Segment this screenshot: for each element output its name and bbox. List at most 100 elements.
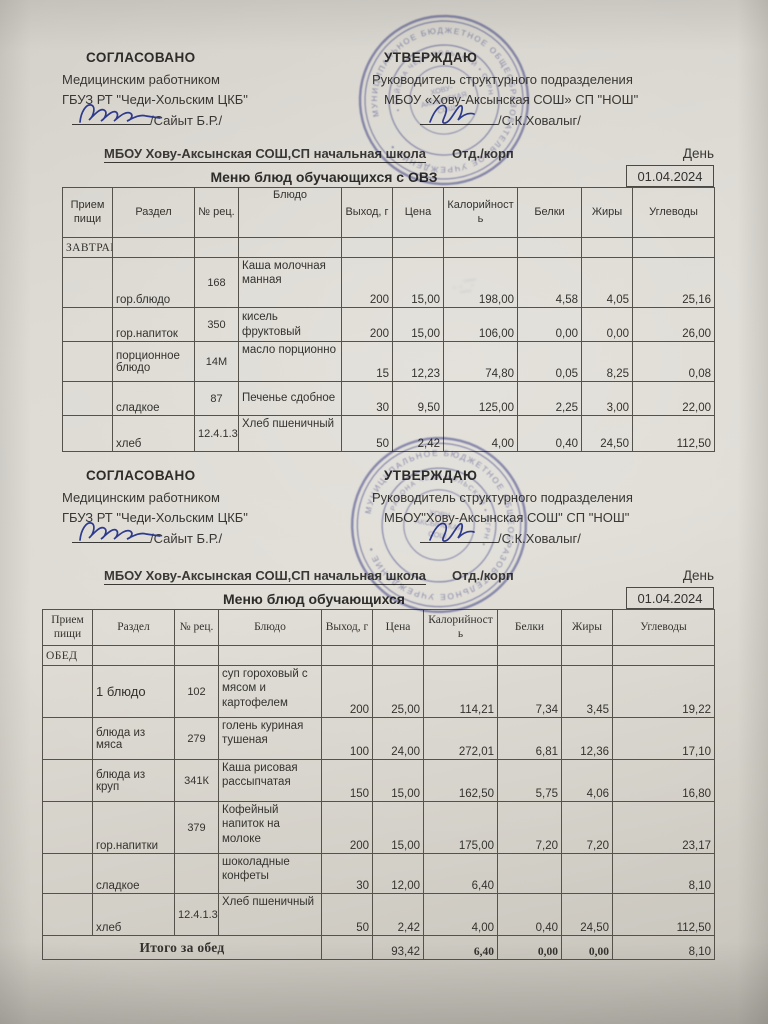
col-header: Жиры [581, 187, 633, 238]
razdel-cell: гор.блюдо [112, 257, 195, 308]
razdel-cell: сладкое [92, 853, 175, 894]
menu-row: блюда из мяса 279 голень куриная тушеная… [42, 717, 715, 760]
breakfast-menu-table: Прием пищи Раздел № рец. Блюдо Выход, г … [62, 187, 715, 452]
col-header: Белки [517, 187, 582, 238]
menu-title: Меню блюд обучающихся [223, 591, 405, 607]
recipe-no-cell: 14М [194, 341, 239, 382]
weight-cell: 200 [341, 257, 393, 308]
calories-cell: 6,40 [423, 853, 498, 894]
empty-cell [42, 893, 93, 936]
razdel-cell: 1 блюдо [92, 665, 175, 718]
empty-cell [62, 415, 113, 452]
empty-cell [218, 645, 322, 666]
approved-line: МБОУ"Хову-Аксынская СОШ" СП "НОШ" [384, 510, 630, 525]
weight-cell: 200 [321, 665, 373, 718]
school-name: МБОУ Хову-Аксынская СОШ,СП начальная шко… [104, 146, 426, 163]
carbs-cell: 19,22 [612, 665, 715, 718]
dish-cell: Кофейный напиток на молоке [218, 801, 322, 854]
col-header: Жиры [561, 609, 613, 646]
protein-cell: 7,20 [497, 801, 562, 854]
empty-cell [517, 237, 582, 258]
dish-cell: Хлеб пшеничный [238, 415, 342, 452]
calories-cell: 162,50 [423, 759, 498, 802]
day-label: День [682, 568, 714, 583]
fat-cell: 4,06 [561, 759, 613, 802]
date-box: 01.04.2024 [626, 165, 714, 187]
agreed-block: СОГЛАСОВАНО Медицинским работником ГБУЗ … [62, 468, 364, 552]
razdel-cell: гор.напитки [92, 801, 175, 854]
empty-cell [561, 645, 613, 666]
dish-cell: Каша молочная манная [238, 257, 342, 308]
meal-row: ОБЕД [42, 645, 715, 666]
price-cell: 15,00 [392, 307, 444, 342]
fat-cell: 3,00 [581, 381, 633, 416]
protein-cell: 6,81 [497, 717, 562, 760]
agreed-line: Медицинским работником [62, 490, 220, 505]
empty-cell [392, 237, 444, 258]
menu-row: сладкое 87 Печенье сдобное 30 9,50 125,0… [62, 381, 715, 416]
fat-cell: 24,50 [561, 893, 613, 936]
recipe-no-cell: 102 [174, 665, 219, 718]
carbs-cell: 8,10 [612, 853, 715, 894]
carbs-cell: 25,16 [632, 257, 715, 308]
empty-cell [62, 307, 113, 342]
agreed-line: ГБУЗ РТ "Чеди-Хольским ЦКБ" [62, 92, 248, 107]
signature-line [420, 530, 498, 543]
price-cell: 15,00 [372, 801, 424, 854]
handwritten-signature [79, 104, 161, 123]
agreed-block: СОГЛАСОВАНО Медицинским работником ГБУЗ … [62, 50, 364, 134]
agreed-line: ГБУЗ РТ "Чеди-Хольским ЦКБ" [62, 510, 248, 525]
empty-cell [62, 341, 113, 382]
approved-block: УТВЕРЖДАЮ Руководитель структурного подр… [372, 50, 762, 134]
carbs-cell: 16,80 [612, 759, 715, 802]
stamp-center-line: ХОВУ- [428, 508, 453, 521]
empty-cell [42, 717, 93, 760]
agreed-title: СОГЛАСОВАНО [86, 468, 196, 483]
col-header: Углеводы [612, 609, 715, 646]
dish-cell: Хлеб пшеничный [218, 893, 322, 936]
total-price-cell: 93,42 [372, 935, 424, 960]
empty-cell [612, 645, 715, 666]
carbs-cell: 112,50 [612, 893, 715, 936]
recipe-no-cell: 341К [174, 759, 219, 802]
fat-cell: 24,50 [581, 415, 633, 452]
approved-line: МБОУ «Хову-Аксынская СОШ» СП "НОШ" [384, 92, 639, 107]
razdel-cell: гор.напиток [112, 307, 195, 342]
weight-cell: 30 [341, 381, 393, 416]
dish-cell: Каша рисовая рассыпчатая [218, 759, 322, 802]
carbs-cell: 22,00 [632, 381, 715, 416]
empty-cell [62, 381, 113, 416]
carbs-cell: 26,00 [632, 307, 715, 342]
total-row: Итого за обед 93,42 6,40 0,00 0,00 8,10 [42, 935, 715, 960]
col-header: Белки [497, 609, 562, 646]
dish-cell: масло порционно [238, 341, 342, 382]
calories-cell: 4,00 [423, 893, 498, 936]
approval-header-lunch: СОГЛАСОВАНО Медицинским работником ГБУЗ … [0, 452, 768, 552]
price-cell: 12,23 [392, 341, 444, 382]
empty-cell [42, 759, 93, 802]
col-header: Прием пищи [62, 187, 113, 238]
col-header: Калорийность [423, 609, 498, 646]
menu-row: сладкое шоколадные конфеты 30 12,00 6,40… [42, 853, 715, 894]
empty-cell [62, 257, 113, 308]
official-round-stamp: МУНИЦИПАЛЬНОЕ БЮДЖЕТНОЕ ОБЩЕОБРАЗОВАТЕЛЬ… [354, 10, 534, 190]
approved-line: Руководитель структурного подразделения [372, 490, 633, 505]
handwritten-signature [429, 104, 475, 124]
calories-cell: 4,00 [443, 415, 518, 452]
recipe-no-cell: 168 [194, 257, 239, 308]
menu-row: блюда из круп 341К Каша рисовая рассыпча… [42, 759, 715, 802]
weight-cell: 200 [341, 307, 393, 342]
price-cell: 15,00 [372, 759, 424, 802]
fat-cell: 7,20 [561, 801, 613, 854]
lunch-menu-table: Прием пищи Раздел № рец. Блюдо Выход, г … [42, 609, 715, 960]
empty-cell [372, 645, 424, 666]
recipe-no-cell: 12.4.1.3 [194, 415, 239, 452]
day-label: День [682, 146, 714, 161]
menu-title-row: Меню блюд обучающихся 01.04.2024 [42, 587, 714, 609]
price-cell: 24,00 [372, 717, 424, 760]
recipe-no-cell [174, 853, 219, 894]
price-cell: 2,42 [372, 893, 424, 936]
approved-title: УТВЕРЖДАЮ [384, 50, 478, 65]
recipe-no-cell: 379 [174, 801, 219, 854]
razdel-cell: блюда из круп [92, 759, 175, 802]
